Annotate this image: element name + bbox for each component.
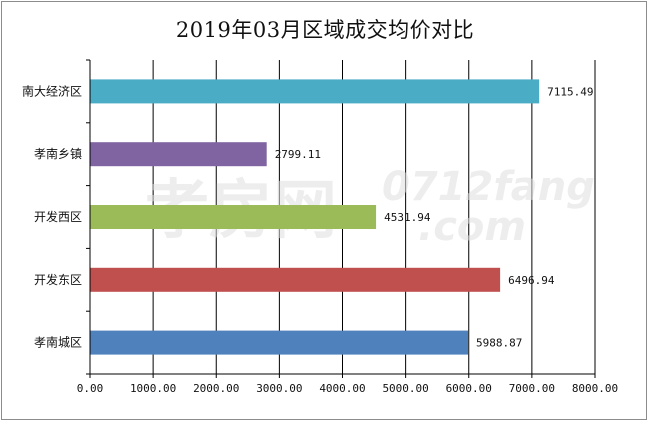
x-tick-label: 2000.00 [193,382,239,395]
chart-title: 2019年03月区域成交均价对比 [175,18,475,42]
bar [90,142,267,167]
data-label: 5988.87 [476,337,522,350]
bars [90,79,540,355]
category-label: 孝南城区 [34,335,82,350]
x-tick-label: 5000.00 [382,382,428,395]
labels: 0.00 1000.00 2000.00 3000.00 4000.00 5000.00 6… [22,83,618,395]
watermark-sub: 0712fang [382,164,595,210]
data-label: 4531.94 [384,211,431,224]
axes [86,59,596,378]
category-label: 孝南乡镇 [34,146,82,161]
data-label: 2799.11 [275,148,321,161]
x-tick-label: 8000.00 [572,382,618,395]
category-label: 南大经济区 [22,83,82,98]
bar [90,79,540,104]
category-label: 开发西区 [34,209,82,224]
bar [90,205,377,229]
watermark-domain: .com [418,204,526,250]
bar [90,267,501,292]
category-label: 开发东区 [34,272,82,287]
bar [90,330,469,355]
x-tick-label: 7000.00 [509,382,555,395]
x-tick-label: 3000.00 [256,382,302,395]
data-label: 6496.94 [508,274,555,287]
x-tick-label: 6000.00 [446,382,492,395]
watermark: 孝房网 0712fang .com [145,164,595,250]
x-tick-label: 1000.00 [130,382,176,395]
data-label: 7115.49 [547,85,593,98]
x-tick-label: 4000.00 [319,382,365,395]
x-tick-label: 0.00 [77,382,104,395]
